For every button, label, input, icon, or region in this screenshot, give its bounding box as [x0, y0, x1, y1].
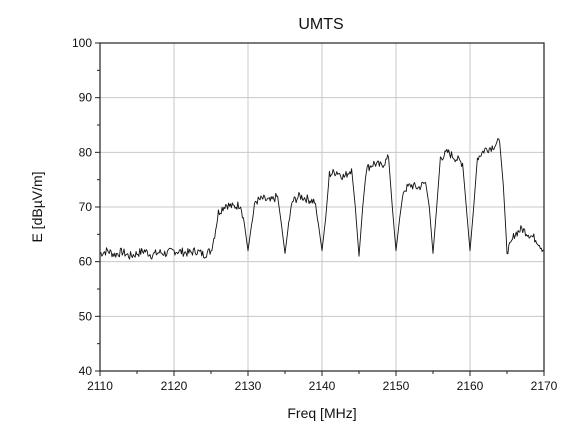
- plot-area: [99, 138, 545, 260]
- series-line: [99, 138, 545, 260]
- x-axis-label: Freq [MHz]: [287, 405, 356, 421]
- x-tick-label: 2150: [383, 379, 410, 393]
- x-tick-label: 2130: [235, 379, 262, 393]
- y-tick-label: 70: [79, 200, 93, 214]
- x-tick-label: 2160: [457, 379, 484, 393]
- x-tick-label: 2110: [87, 379, 113, 393]
- y-axis-label: E [dBµV/m]: [29, 171, 45, 242]
- x-tick-label: 2170: [531, 379, 558, 393]
- grid: [100, 43, 544, 371]
- y-tick-label: 100: [72, 36, 92, 50]
- x-tick-label: 2120: [161, 379, 188, 393]
- y-tick-label: 50: [79, 309, 93, 323]
- chart-title: UMTS: [298, 16, 343, 33]
- y-tick-label: 40: [79, 364, 93, 378]
- axis-ticks: 2110 2120 2130 2140 2150 2160 2170 40 50 60 70 80 90…: [72, 36, 558, 393]
- y-tick-label: 60: [79, 255, 93, 269]
- y-tick-label: 90: [79, 91, 93, 105]
- y-tick-label: 80: [79, 145, 93, 159]
- x-tick-label: 2140: [309, 379, 336, 393]
